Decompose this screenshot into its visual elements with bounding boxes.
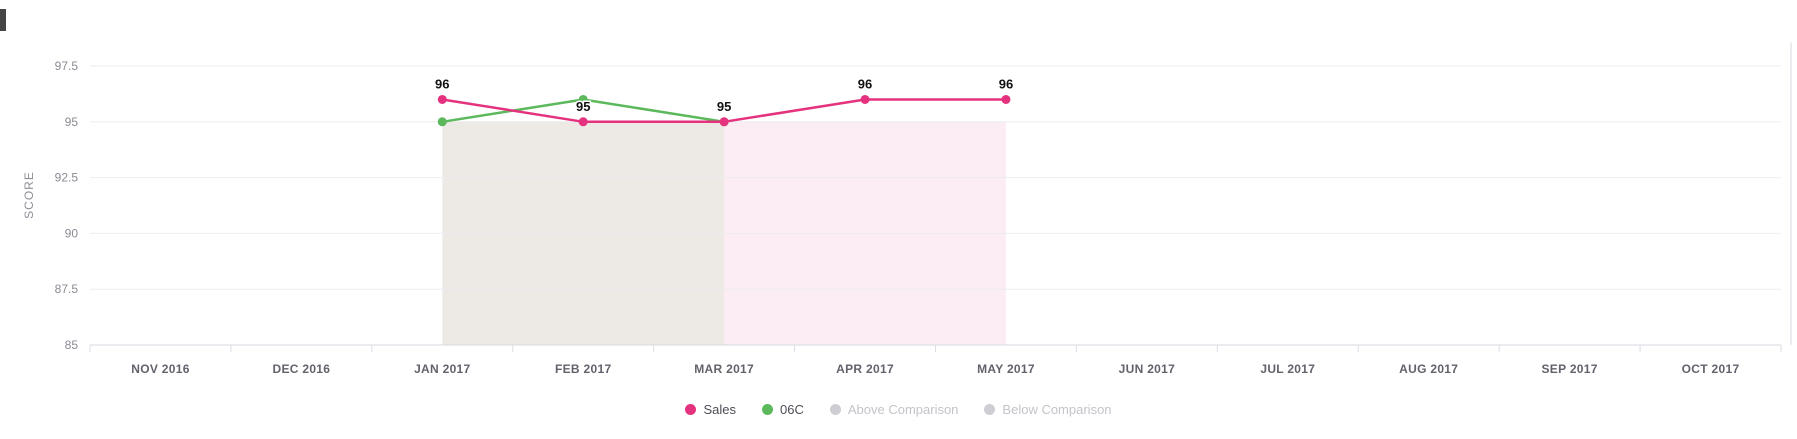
data-point-sales[interactable] (719, 117, 729, 127)
data-point-06c[interactable] (437, 117, 447, 127)
legend-item-sales[interactable]: Sales (685, 402, 736, 417)
x-axis-label: MAR 2017 (694, 362, 754, 376)
legend-marker-06c (762, 404, 773, 415)
chart-canvas[interactable]: 85 87.5 90 92.5 95 97.5 NOV 2016 DEC 2016 JAN 20… (0, 0, 1797, 398)
data-point-sales[interactable] (437, 94, 447, 104)
legend-marker-above-comparison (829, 404, 841, 415)
x-axis-label: MAY 2017 (977, 362, 1035, 376)
data-point-sales[interactable] (860, 94, 870, 104)
x-axis-label: DEC 2016 (272, 362, 330, 376)
y-tick-label: 85 (65, 338, 79, 352)
legend-item-06c[interactable]: 06C (762, 402, 804, 417)
legend-label: Below Comparison (1002, 402, 1112, 417)
y-tick-label: 90 (65, 226, 79, 240)
legend-label: Sales (703, 402, 736, 417)
data-label: 95 (576, 99, 590, 114)
legend-marker-below-comparison (984, 404, 996, 415)
y-tick-label: 87.5 (55, 282, 79, 296)
x-axis-label: NOV 2016 (131, 362, 189, 376)
right-edge-line (1790, 42, 1792, 345)
x-axis-label: SEP 2017 (1542, 362, 1598, 376)
x-axis-label: OCT 2017 (1682, 362, 1740, 376)
left-edge-fragment (0, 9, 6, 31)
data-label: 95 (717, 99, 731, 114)
y-tick-label: 97.5 (55, 59, 79, 73)
legend-item-above-comparison[interactable]: Above Comparison (829, 402, 959, 417)
legend-label: 06C (780, 402, 804, 417)
data-point-sales[interactable] (1001, 94, 1011, 104)
x-axis-label: JUL 2017 (1260, 362, 1315, 376)
y-axis-title: SCORE (22, 171, 36, 219)
data-point-06c[interactable] (578, 94, 588, 104)
chart-legend: Sales 06C Above Comparison Below Comparison (0, 402, 1797, 417)
x-axis-label: APR 2017 (836, 362, 894, 376)
data-point-sales[interactable] (578, 117, 588, 127)
data-label: 96 (858, 76, 872, 91)
y-tick-label: 92.5 (55, 171, 79, 185)
legend-item-below-comparison[interactable]: Below Comparison (984, 402, 1112, 417)
x-axis-label: JAN 2017 (414, 362, 470, 376)
data-label: 96 (999, 76, 1013, 91)
data-label: 96 (435, 76, 449, 91)
y-tick-label: 95 (65, 115, 79, 129)
legend-marker-sales (685, 404, 697, 415)
legend-label: Above Comparison (847, 402, 959, 417)
x-axis-label: JUN 2017 (1119, 362, 1175, 376)
x-axis-label: FEB 2017 (555, 362, 611, 376)
x-axis-label: AUG 2017 (1399, 362, 1458, 376)
